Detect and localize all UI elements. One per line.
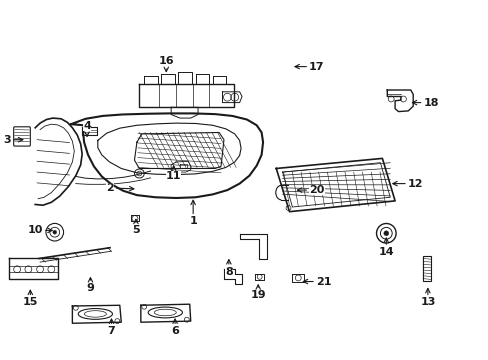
- Text: 11: 11: [165, 166, 181, 181]
- Text: 6: 6: [171, 319, 179, 336]
- Text: 17: 17: [294, 62, 324, 72]
- Text: 1: 1: [189, 200, 197, 226]
- Text: 18: 18: [411, 98, 438, 108]
- Text: 15: 15: [22, 290, 38, 307]
- Text: 3: 3: [3, 135, 23, 145]
- Text: 16: 16: [158, 56, 174, 72]
- Bar: [422, 256, 430, 281]
- Text: 2: 2: [106, 183, 134, 193]
- Text: 21: 21: [303, 276, 331, 287]
- Text: 5: 5: [132, 219, 140, 235]
- Text: 14: 14: [378, 238, 393, 257]
- Circle shape: [383, 231, 388, 236]
- Text: 13: 13: [419, 288, 435, 307]
- Text: 7: 7: [107, 319, 115, 336]
- Text: 12: 12: [392, 179, 423, 189]
- Text: 8: 8: [224, 260, 232, 277]
- Text: 10: 10: [27, 225, 52, 235]
- Text: 9: 9: [86, 278, 94, 293]
- Text: 4: 4: [83, 121, 91, 136]
- Text: 19: 19: [250, 285, 265, 300]
- Circle shape: [53, 230, 57, 234]
- Text: 20: 20: [297, 185, 324, 195]
